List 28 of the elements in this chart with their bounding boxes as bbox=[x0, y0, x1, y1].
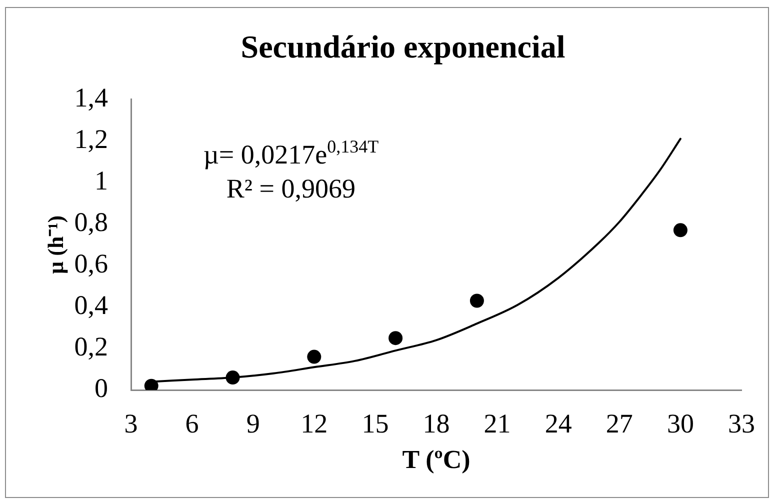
x-tick-label: 12 bbox=[300, 408, 328, 438]
x-tick-label: 30 bbox=[666, 408, 694, 438]
point bbox=[673, 223, 688, 238]
x-tick-label: 18 bbox=[422, 408, 450, 438]
y-tick-label: 0,4 bbox=[74, 290, 108, 320]
y-axis-title: µ (h⁻¹) bbox=[42, 215, 68, 274]
y-tick-label: 0,6 bbox=[74, 248, 108, 279]
y-tick-label: 1,4 bbox=[74, 82, 108, 112]
y-tick-label: 0,2 bbox=[74, 332, 108, 362]
y-tick-label: 0,8 bbox=[74, 207, 108, 238]
x-tick-label: 27 bbox=[606, 408, 633, 438]
x-tick-label: 15 bbox=[362, 408, 389, 438]
x-tick-label: 24 bbox=[544, 408, 572, 438]
y-tick-label: 1,2 bbox=[74, 124, 108, 154]
y-tick-label: 1 bbox=[94, 166, 108, 196]
point bbox=[307, 350, 322, 364]
chart-title: Secundário exponencial bbox=[240, 28, 566, 64]
x-tick-label: 3 bbox=[124, 408, 138, 438]
y-tick-label: 0 bbox=[94, 373, 108, 404]
x-tick-label: 33 bbox=[728, 408, 755, 438]
point bbox=[388, 331, 403, 346]
x-tick-label: 6 bbox=[185, 408, 199, 438]
point bbox=[470, 294, 484, 308]
x-axis-title: T (ºC) bbox=[402, 445, 470, 474]
point bbox=[226, 370, 240, 385]
x-tick-label: 21 bbox=[484, 408, 511, 438]
x-tick-label: 9 bbox=[246, 408, 260, 438]
annotation: R² = 0,9069 bbox=[226, 173, 356, 204]
